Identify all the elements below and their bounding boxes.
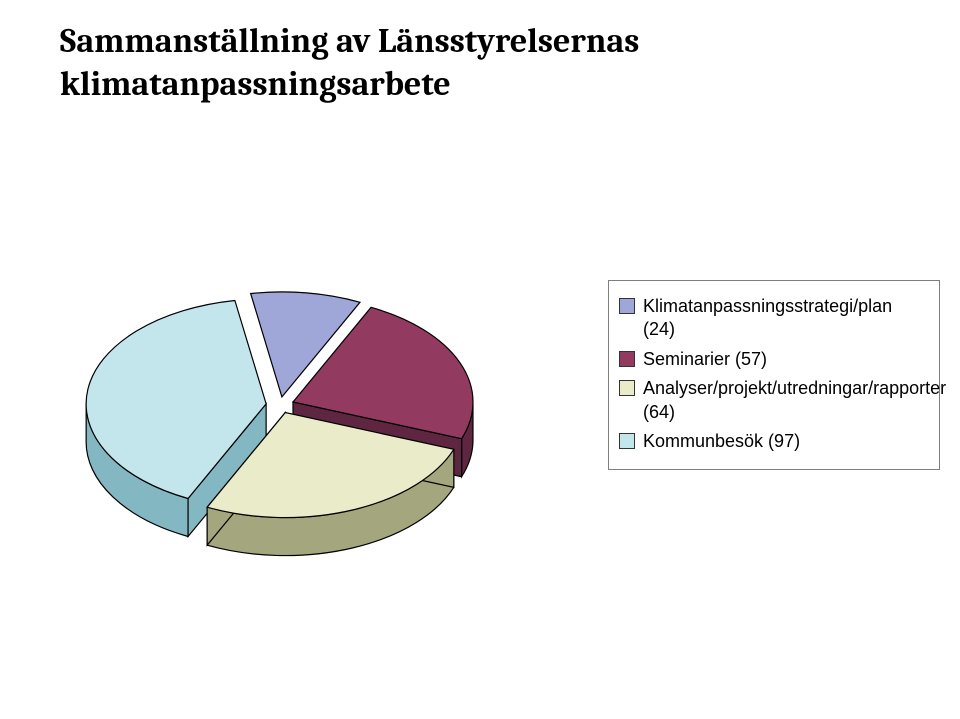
legend-swatch	[619, 433, 635, 449]
pie-chart	[60, 260, 500, 580]
legend-label: Analyser/projekt/utredningar/rapporter (…	[643, 377, 946, 424]
legend-swatch	[619, 351, 635, 367]
legend-label: Klimatanpassningsstrategi/plan (24)	[643, 295, 929, 342]
page-title: Sammanställning av Länsstyrelsernas klim…	[60, 20, 639, 105]
legend-item: Analyser/projekt/utredningar/rapporter (…	[619, 377, 929, 424]
legend: Klimatanpassningsstrategi/plan (24) Semin…	[608, 280, 940, 470]
legend-swatch	[619, 298, 635, 314]
legend-item: Kommunbesök (97)	[619, 430, 929, 453]
legend-label: Seminarier (57)	[643, 348, 767, 371]
legend-swatch	[619, 380, 635, 396]
legend-item: Klimatanpassningsstrategi/plan (24)	[619, 295, 929, 342]
title-line-2: klimatanpassningsarbete	[60, 63, 639, 106]
legend-item: Seminarier (57)	[619, 348, 929, 371]
legend-label: Kommunbesök (97)	[643, 430, 800, 453]
title-line-1: Sammanställning av Länsstyrelsernas	[60, 20, 639, 63]
